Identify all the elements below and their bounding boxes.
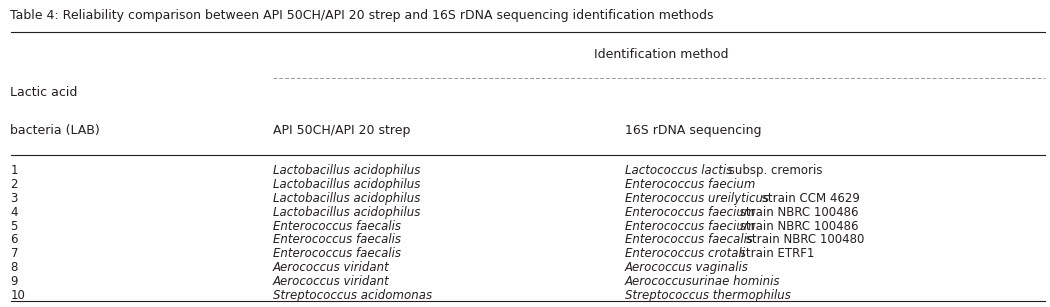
Text: 6: 6 xyxy=(10,233,18,247)
Text: strain ETRF1: strain ETRF1 xyxy=(736,247,815,260)
Text: Enterococcus faecalis: Enterococcus faecalis xyxy=(273,233,401,247)
Text: Aerococcusurinae hominis: Aerococcusurinae hominis xyxy=(625,275,780,288)
Text: 16S rDNA sequencing: 16S rDNA sequencing xyxy=(625,124,761,137)
Text: Table 4: Reliability comparison between API 50CH/API 20 strep and 16S rDNA seque: Table 4: Reliability comparison between … xyxy=(10,9,714,22)
Text: Lactic acid: Lactic acid xyxy=(10,86,78,99)
Text: Lactobacillus acidophilus: Lactobacillus acidophilus xyxy=(273,206,420,219)
Text: strain NBRC 100486: strain NBRC 100486 xyxy=(736,206,859,219)
Text: bacteria (LAB): bacteria (LAB) xyxy=(10,124,100,137)
Text: Aerococcus viridant: Aerococcus viridant xyxy=(273,261,390,274)
Text: Identification method: Identification method xyxy=(594,48,729,60)
Text: Enterococcus faecalis: Enterococcus faecalis xyxy=(273,220,401,233)
Text: Lactobacillus acidophilus: Lactobacillus acidophilus xyxy=(273,178,420,191)
Text: subsp. cremoris: subsp. cremoris xyxy=(724,164,822,177)
Text: API 50CH/API 20 strep: API 50CH/API 20 strep xyxy=(273,124,411,137)
Text: strain NBRC 100486: strain NBRC 100486 xyxy=(736,220,859,233)
Text: 1: 1 xyxy=(10,164,18,177)
Text: 4: 4 xyxy=(10,206,18,219)
Text: Enterococcus faecium: Enterococcus faecium xyxy=(625,178,755,191)
Text: 8: 8 xyxy=(10,261,18,274)
Text: Lactobacillus acidophilus: Lactobacillus acidophilus xyxy=(273,192,420,205)
Text: strain NBRC 100480: strain NBRC 100480 xyxy=(741,233,864,247)
Text: Enterococcus faecalis: Enterococcus faecalis xyxy=(273,247,401,260)
Text: Lactococcus lactis: Lactococcus lactis xyxy=(625,164,732,177)
Text: 2: 2 xyxy=(10,178,18,191)
Text: Aerococcus vaginalis: Aerococcus vaginalis xyxy=(625,261,749,274)
Text: 7: 7 xyxy=(10,247,18,260)
Text: Lactobacillus acidophilus: Lactobacillus acidophilus xyxy=(273,164,420,177)
Text: 5: 5 xyxy=(10,220,18,233)
Text: Enterococcus faecium: Enterococcus faecium xyxy=(625,206,755,219)
Text: Aerococcus viridant: Aerococcus viridant xyxy=(273,275,390,288)
Text: 9: 9 xyxy=(10,275,18,288)
Text: 3: 3 xyxy=(10,192,18,205)
Text: Enterococcus ureilyticus: Enterococcus ureilyticus xyxy=(625,192,769,205)
Text: Enterococcus faecalis: Enterococcus faecalis xyxy=(625,233,753,247)
Text: Enterococcus faecium: Enterococcus faecium xyxy=(625,220,755,233)
Text: strain CCM 4629: strain CCM 4629 xyxy=(758,192,860,205)
Text: Streptococcus acidomonas: Streptococcus acidomonas xyxy=(273,289,433,302)
Text: Enterococcus crotali: Enterococcus crotali xyxy=(625,247,744,260)
Text: Streptococcus thermophilus: Streptococcus thermophilus xyxy=(625,289,791,302)
Text: 10: 10 xyxy=(10,289,25,302)
